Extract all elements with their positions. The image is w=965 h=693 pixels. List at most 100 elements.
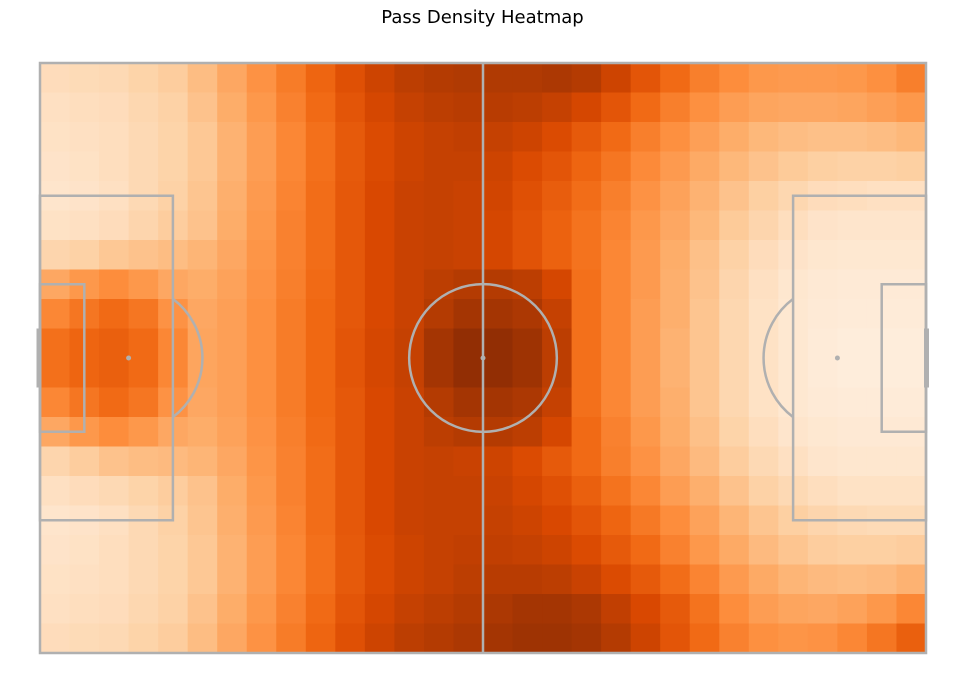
heatmap-cell — [99, 535, 130, 566]
heatmap-cell — [719, 387, 750, 418]
heatmap-cell — [601, 181, 632, 212]
heatmap-cell — [364, 476, 395, 507]
heatmap-cell — [660, 210, 691, 241]
heatmap-cell — [40, 594, 71, 625]
heatmap-cell — [542, 623, 573, 654]
heatmap-cell — [335, 328, 366, 359]
heatmap-cell — [40, 476, 71, 507]
heatmap-cell — [719, 269, 750, 300]
heatmap-cell — [483, 564, 514, 595]
heatmap-cell — [69, 446, 100, 477]
heatmap-cell — [719, 151, 750, 182]
heatmap-cell — [305, 564, 336, 595]
heatmap-cell — [276, 358, 307, 389]
left-penalty-arc — [172, 297, 204, 419]
heatmap-cell — [246, 594, 277, 625]
heatmap-cell — [689, 387, 720, 418]
heatmap-cell — [807, 417, 838, 448]
heatmap-cell — [246, 446, 277, 477]
heatmap-cell — [630, 92, 661, 123]
heatmap-cell — [837, 387, 868, 418]
heatmap-cell — [364, 151, 395, 182]
heatmap-cell — [69, 63, 100, 94]
heatmap-cell — [217, 269, 248, 300]
heatmap-cell — [719, 92, 750, 123]
heatmap-cell — [571, 151, 602, 182]
heatmap-cell — [305, 358, 336, 389]
heatmap-cell — [660, 594, 691, 625]
heatmap-cell — [719, 535, 750, 566]
heatmap-cell — [394, 446, 425, 477]
heatmap-cell — [453, 446, 484, 477]
heatmap-cell — [689, 594, 720, 625]
heatmap-cell — [453, 505, 484, 536]
heatmap-cell — [423, 505, 455, 536]
heatmap-cell — [866, 535, 898, 566]
heatmap-cell — [689, 328, 720, 359]
heatmap-cell — [748, 505, 779, 536]
heatmap-cell — [866, 122, 898, 153]
heatmap-cell — [246, 240, 277, 271]
centre-circle — [407, 282, 559, 434]
heatmap-cell — [276, 623, 307, 654]
heatmap-cell — [246, 417, 277, 448]
heatmap-cell — [394, 122, 425, 153]
heatmap-cell — [423, 446, 455, 477]
heatmap-cell — [423, 299, 455, 330]
heatmap-cell — [807, 358, 838, 389]
heatmap-cell — [40, 299, 71, 330]
heatmap-cell — [512, 92, 543, 123]
heatmap-cell — [394, 63, 425, 94]
heatmap-cell — [542, 387, 573, 418]
heatmap-cell — [748, 151, 779, 182]
heatmap-cell — [453, 387, 484, 418]
heatmap-cell — [453, 210, 484, 241]
heatmap-cell — [246, 210, 277, 241]
heatmap-cell — [69, 151, 100, 182]
heatmap-cell — [246, 92, 277, 123]
heatmap-cell — [335, 269, 366, 300]
heatmap-cell — [866, 92, 898, 123]
heatmap-cell — [483, 446, 514, 477]
heatmap-cell — [807, 328, 838, 359]
heatmap-cell — [305, 594, 336, 625]
heatmap-cell — [453, 181, 484, 212]
heatmap-cell — [512, 387, 543, 418]
heatmap-cell — [719, 564, 750, 595]
heatmap-cell — [807, 63, 838, 94]
heatmap-cell — [571, 269, 602, 300]
heatmap-cell — [837, 299, 868, 330]
heatmap-cell — [276, 417, 307, 448]
heatmap-cell — [483, 181, 514, 212]
heatmap-cell — [128, 476, 159, 507]
heatmap-cell — [601, 594, 632, 625]
heatmap-cell — [187, 210, 218, 241]
heatmap-cell — [394, 535, 425, 566]
heatmap-cell — [217, 417, 248, 448]
heatmap-cell — [453, 240, 484, 271]
heatmap-cell — [69, 535, 100, 566]
heatmap-cell — [542, 181, 573, 212]
heatmap-cell — [364, 594, 395, 625]
heatmap-cell — [187, 269, 218, 300]
chart-title: Pass Density Heatmap — [381, 7, 584, 28]
heatmap-cell — [689, 151, 720, 182]
heatmap-cell — [630, 446, 661, 477]
heatmap-cell — [483, 63, 514, 94]
heatmap-cell — [217, 535, 248, 566]
heatmap-cell — [305, 387, 336, 418]
heatmap-cell — [364, 240, 395, 271]
heatmap-cell — [601, 535, 632, 566]
heatmap-cell — [364, 535, 395, 566]
heatmap-cell — [719, 594, 750, 625]
heatmap-cell — [807, 210, 838, 241]
heatmap-cell — [571, 328, 602, 359]
heatmap-cell — [276, 210, 307, 241]
heatmap-cell — [807, 299, 838, 330]
heatmap-cell — [40, 328, 71, 359]
heatmap-cell — [571, 299, 602, 330]
heatmap-cell — [542, 594, 573, 625]
heatmap-cell — [542, 446, 573, 477]
heatmap-cell — [394, 476, 425, 507]
